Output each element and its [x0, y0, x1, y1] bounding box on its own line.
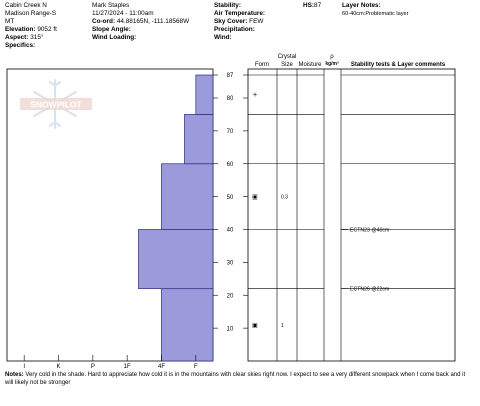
height-tick-label: 87	[227, 73, 234, 79]
hs-label: HS:	[303, 2, 315, 9]
rho-header: ρ	[330, 54, 334, 60]
notes-text: Very cold in the shade. Hard to apprecia…	[5, 372, 466, 386]
grain-form-symbol: +	[252, 92, 257, 99]
slope-row: Slope Angle:	[92, 26, 189, 34]
layer-notes-block: Layer Notes: 60-40cm:Problematic layer	[342, 2, 409, 18]
slope-label: Slope Angle:	[92, 26, 131, 33]
wind-loading-row: Wind Loading:	[92, 34, 189, 42]
notes-section: Notes: Very cold in the shade. Hard to a…	[5, 371, 475, 387]
layer-note: 60-40cm:Problematic layer	[342, 11, 409, 17]
elevation-value: 9052 ft	[37, 26, 57, 33]
wind-loading-label: Wind Loading:	[92, 34, 137, 41]
hardness-tick-label: 4F	[158, 364, 165, 370]
rho-unit-header: kg/m³	[325, 61, 339, 67]
elevation-row: Elevation: 9052 ft	[5, 26, 57, 34]
elevation-label: Elevation:	[5, 26, 36, 33]
layer-notes-label: Layer Notes:	[342, 2, 381, 9]
height-tick-label: 50	[227, 195, 234, 201]
hardness-tick-label: K	[56, 364, 60, 370]
crystal-header: Crystal	[278, 54, 297, 60]
hardness-tick-label: 1F	[124, 364, 131, 370]
hardness-bar	[138, 229, 214, 290]
observer-name: Mark Staples	[92, 2, 130, 9]
aspect-row: Aspect: 315°	[5, 34, 57, 42]
grain-form-symbol: ▣	[252, 194, 258, 201]
hardness-axis: I K P 1F 4F F	[23, 355, 198, 370]
grain-observations: + ▣ 0.3 ▣ 1	[252, 92, 288, 329]
hardness-tick-label: I	[23, 364, 25, 370]
hardness-tick-label: P	[91, 364, 95, 370]
hardness-bar	[161, 288, 214, 362]
sky-value: FEW	[249, 18, 264, 25]
height-axis: 10 20 30 40 50 60 70 80 87	[213, 73, 248, 332]
aspect-value: 315°	[30, 34, 44, 41]
layer-boundaries	[248, 74, 455, 289]
mountain-range: Madison Range-S	[5, 10, 57, 17]
precip-label: Precipitation:	[214, 26, 255, 33]
height-tick-label: 70	[227, 129, 234, 135]
grain-form-symbol: ▣	[252, 322, 258, 329]
coord-value: 44.88165N, -111.18568W	[116, 18, 190, 25]
layer-columns	[276, 69, 342, 361]
height-tick-label: 40	[227, 228, 234, 234]
snowflake-icon	[33, 79, 77, 129]
moisture-header: Moisture	[298, 62, 322, 68]
header-observer-block: Mark Staples 11/27/2024 - 11:00am Co-ord…	[92, 2, 189, 42]
coord-label: Co-ord:	[92, 18, 116, 25]
height-tick-label: 80	[227, 96, 234, 102]
layer-panel-frame	[247, 68, 456, 362]
specifics-label: Specifics:	[5, 42, 36, 49]
hardness-bars	[138, 74, 214, 362]
hs-row: HS:87	[303, 2, 321, 9]
stability-label: Stability:	[214, 2, 241, 9]
notes-label: Notes:	[5, 372, 24, 378]
header-conditions-block: Stability: Air Temperature: Sky Cover: F…	[214, 2, 265, 42]
hardness-bar	[161, 163, 214, 230]
height-tick-label: 10	[227, 326, 234, 332]
observation-datetime: 11/27/2024 - 11:00am	[92, 10, 154, 17]
aspect-label: Aspect:	[5, 34, 29, 41]
air-temp-label: Air Temperature:	[214, 10, 266, 17]
header-location-block: Cabin Creek N Madison Range-S MT Elevati…	[5, 2, 57, 50]
stability-test-label: ECTN23 @40cm	[350, 228, 389, 234]
hardness-bar	[195, 74, 214, 115]
grain-size-value: 0.3	[281, 195, 288, 201]
wind-label: Wind:	[214, 34, 232, 41]
height-tick-label: 30	[227, 261, 234, 267]
hardness-tick-label: F	[194, 364, 198, 370]
snowpilot-logo: SNOWPILOT	[20, 79, 92, 129]
logo-text: SNOWPILOT	[30, 100, 82, 110]
hardness-bar	[184, 114, 214, 165]
height-tick-label: 20	[227, 293, 234, 299]
size-header: Size	[281, 62, 293, 68]
location-name: Cabin Creek N	[5, 2, 47, 9]
specifics-row: Specifics:	[5, 42, 57, 50]
grain-size-value: 1	[281, 323, 284, 329]
height-tick-label: 60	[227, 162, 234, 168]
stability-tests: ECTN23 @40cm ECTN26 @22cm	[341, 228, 389, 293]
state: MT	[5, 18, 15, 25]
hs-value: 87	[314, 2, 322, 9]
logo-band	[20, 98, 92, 110]
snow-profile-chart: SNOWPILOT I K P 1F 4F F 10 20 30 40 50 60 70 80 87 Cr…	[6, 54, 456, 370]
stability-test-label: ECTN26 @22cm	[350, 287, 389, 293]
sky-label: Sky Cover:	[214, 18, 248, 25]
form-header: Form	[255, 62, 269, 68]
stability-comments-header: Stability tests & Layer comments	[351, 62, 446, 68]
coord-row: Co-ord: 44.88165N, -111.18568W	[92, 18, 189, 26]
sky-row: Sky Cover: FEW	[214, 18, 265, 26]
